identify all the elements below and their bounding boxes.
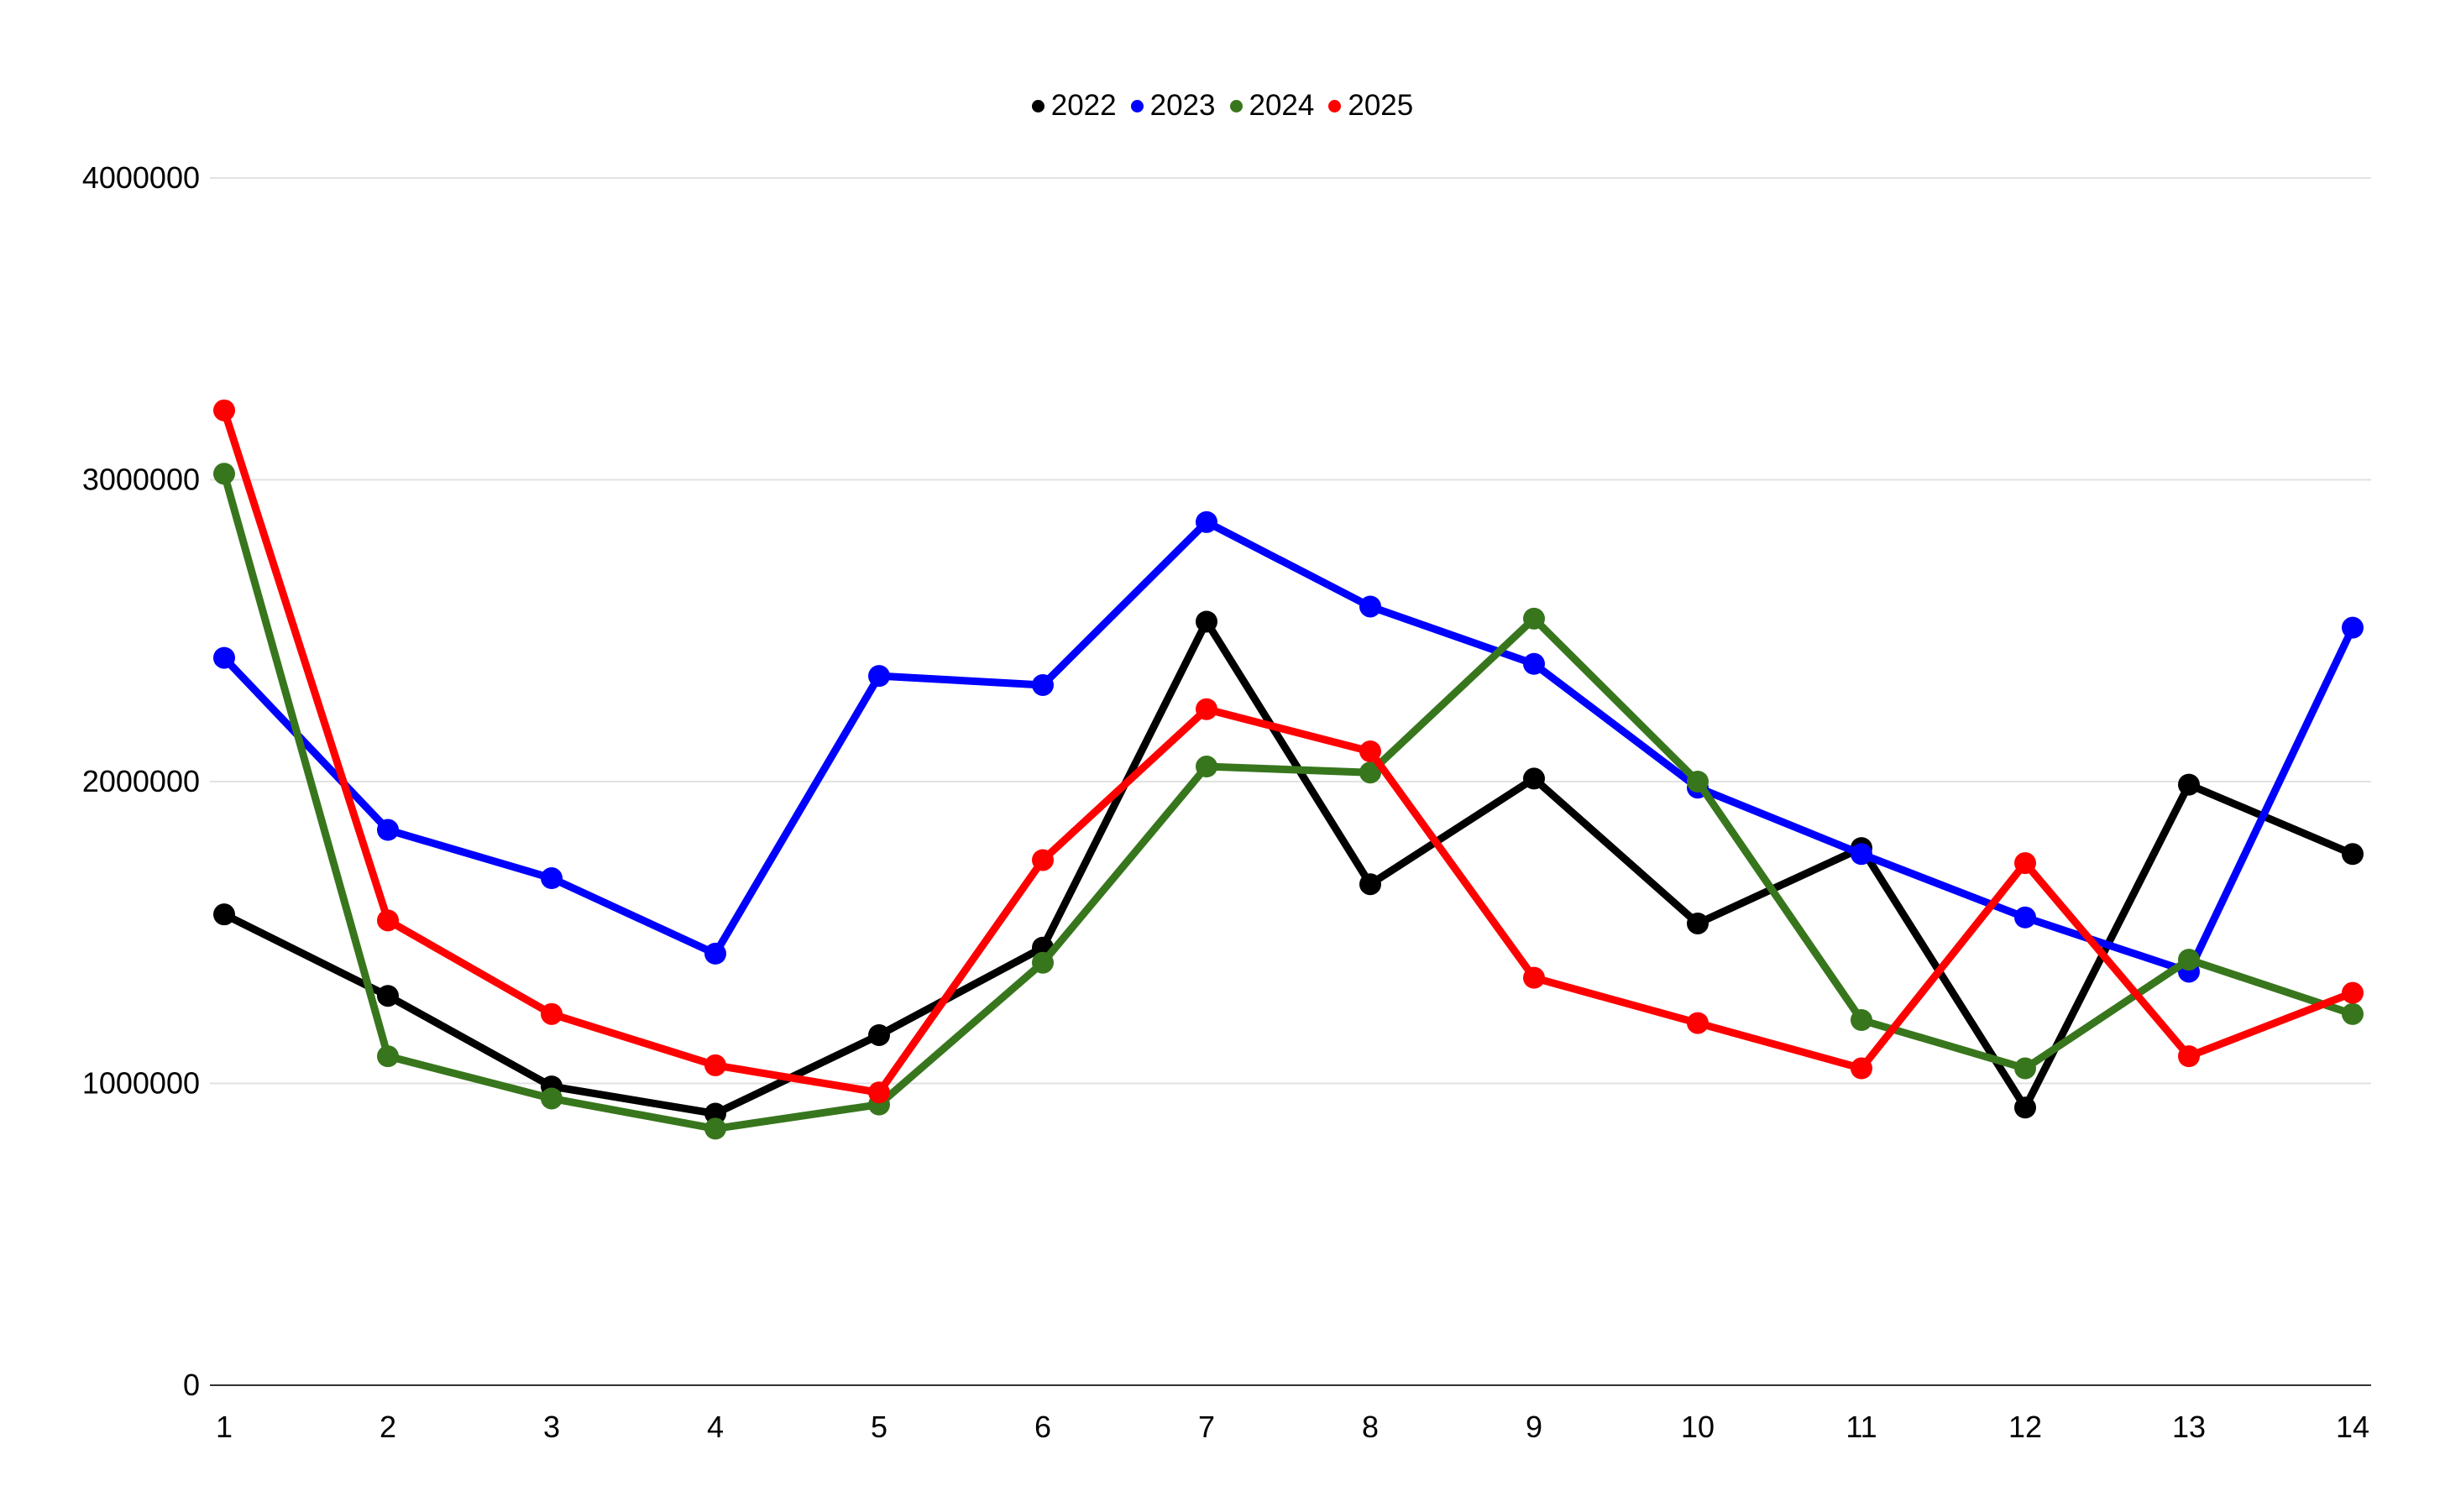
series-point-2022-1 [213, 903, 235, 926]
series-point-2025-13 [2178, 1045, 2200, 1068]
series-point-2023-8 [1359, 595, 1381, 618]
series-point-2022-13 [2178, 773, 2200, 796]
x-axis-tick-label: 9 [1526, 1410, 1542, 1444]
series-point-2023-1 [213, 646, 235, 669]
series-point-2022-2 [377, 985, 399, 1007]
y-axis-tick-label: 4000000 [82, 160, 200, 195]
series-point-2025-1 [213, 399, 235, 421]
x-axis-tick-label: 10 [1681, 1410, 1715, 1444]
series-line-2022 [220, 617, 2357, 1117]
series-point-2023-6 [1032, 673, 1054, 696]
series-point-2025-2 [377, 909, 399, 932]
series-point-2023-3 [541, 867, 563, 890]
series-point-2025-4 [704, 1054, 726, 1076]
series-point-2024-8 [1359, 761, 1381, 784]
series-point-2024-2 [377, 1045, 399, 1068]
x-axis-tick-label: 14 [2336, 1410, 2369, 1444]
series-point-2022-7 [1196, 610, 1217, 633]
y-axis-tick-label: 3000000 [82, 463, 200, 497]
series-point-2024-10 [1687, 771, 1709, 793]
series-point-2025-10 [1687, 1012, 1709, 1034]
series-point-2024-11 [1851, 1009, 1872, 1032]
series-line-2024 [220, 469, 2357, 1133]
series-point-2024-4 [704, 1117, 726, 1140]
series-point-2025-5 [868, 1081, 890, 1104]
x-axis-tick-label: 12 [2008, 1410, 2042, 1444]
series-point-2024-12 [2014, 1057, 2036, 1080]
series-point-2024-9 [1523, 607, 1545, 630]
y-axis-tick-label: 2000000 [82, 764, 200, 798]
x-axis-tick-label: 3 [543, 1410, 560, 1444]
series-point-2023-11 [1851, 843, 1872, 866]
x-axis-tick-label: 2 [380, 1410, 396, 1444]
series-point-2025-14 [2342, 981, 2364, 1004]
series-point-2024-6 [1032, 951, 1054, 974]
x-axis-tick-label: 11 [1846, 1410, 1877, 1444]
series-point-2025-6 [1032, 849, 1054, 871]
series-point-2022-9 [1523, 767, 1545, 790]
x-axis-tick-label: 8 [1362, 1410, 1379, 1444]
x-axis-tick-label: 1 [216, 1410, 233, 1444]
series-point-2022-12 [2014, 1096, 2036, 1119]
series-point-2024-13 [2178, 949, 2200, 971]
x-axis-tick-label: 7 [1198, 1410, 1215, 1444]
series-point-2022-14 [2342, 843, 2364, 866]
series-point-2024-3 [541, 1087, 563, 1110]
x-axis-tick-label: 13 [2172, 1410, 2206, 1444]
series-point-2024-14 [2342, 1002, 2364, 1025]
y-axis-tick-label: 1000000 [82, 1066, 200, 1101]
series-point-2025-11 [1851, 1057, 1872, 1080]
series-point-2023-9 [1523, 652, 1545, 675]
series-point-2022-4 [704, 1102, 726, 1125]
series-point-2023-7 [1196, 510, 1217, 533]
series-line-2023 [220, 518, 2357, 976]
series-point-2023-2 [377, 819, 399, 841]
series-point-2023-12 [2014, 906, 2036, 929]
series-point-2025-9 [1523, 966, 1545, 989]
series-point-2022-10 [1687, 912, 1709, 934]
y-axis-tick-label: 0 [183, 1368, 200, 1402]
series-point-2024-7 [1196, 756, 1217, 778]
series-point-2023-14 [2342, 616, 2364, 639]
series-point-2023-5 [868, 665, 890, 688]
series-point-2025-8 [1359, 740, 1381, 763]
series-point-2023-4 [704, 942, 726, 965]
series-point-2024-1 [213, 463, 235, 485]
x-axis-tick-label: 6 [1034, 1410, 1051, 1444]
series-point-2025-7 [1196, 698, 1217, 720]
x-axis-tick-label: 4 [707, 1410, 724, 1444]
series-point-2022-8 [1359, 873, 1381, 896]
series-line-2025 [220, 406, 2357, 1096]
series-point-2025-12 [2014, 852, 2036, 875]
x-axis-tick-label: 5 [871, 1410, 887, 1444]
series-point-2025-3 [541, 1002, 563, 1025]
series-point-2022-5 [868, 1023, 890, 1046]
